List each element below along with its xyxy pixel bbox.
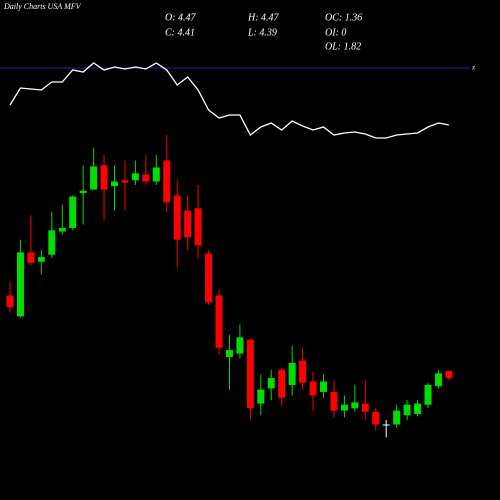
candle-body (100, 165, 108, 190)
candle-body (58, 227, 66, 232)
candle-body (278, 369, 286, 398)
info-text: L: 4.39 (247, 27, 277, 38)
candle-body (79, 190, 87, 194)
candle-body (225, 350, 233, 358)
candle-body (445, 371, 453, 378)
info-text: H: 4.47 (247, 12, 280, 23)
candle-body (205, 253, 213, 303)
candle-body (257, 389, 265, 404)
candle-body (351, 402, 359, 409)
candle-body (361, 403, 369, 412)
chart-title: Daily Charts USA MFV (3, 2, 82, 11)
candle-body (6, 295, 14, 308)
info-text: OC: 1.36 (325, 12, 362, 23)
candle-body (111, 181, 118, 187)
candle-body (299, 360, 307, 383)
candle-body (16, 252, 24, 317)
candle-body (37, 257, 45, 262)
candle-body (320, 381, 327, 392)
candle-body (142, 174, 150, 182)
candle-body (131, 173, 139, 181)
candle-body (163, 160, 171, 203)
candle-body (152, 167, 160, 182)
candle-body (309, 381, 317, 396)
candle-body (330, 391, 338, 411)
candle-body (434, 373, 442, 387)
candle-body (27, 252, 35, 263)
candle-body (372, 411, 380, 425)
overlay-line (9, 62, 450, 139)
candle-body (403, 404, 411, 416)
candle-body (414, 403, 422, 415)
info-text: C: 4.41 (165, 27, 195, 38)
candle-body (236, 337, 244, 354)
candle-body (393, 410, 401, 425)
candle-body (121, 180, 129, 183)
candle-body (382, 424, 390, 426)
reference-marker: x (471, 64, 476, 72)
candle-body (48, 230, 56, 255)
candle-body (194, 208, 202, 246)
info-text: OL: 1.82 (325, 41, 361, 52)
candle-body (90, 166, 98, 190)
candle-body (215, 295, 223, 348)
candle-body (267, 377, 275, 389)
info-text: O: 4.47 (165, 12, 197, 23)
candle-body (173, 195, 181, 240)
candle-body (340, 404, 348, 411)
info-text: OI: 0 (325, 27, 346, 38)
candle-body (69, 196, 77, 228)
candle-body (424, 384, 432, 405)
candle-body (184, 210, 192, 238)
candle-body (246, 339, 254, 409)
candle-body (288, 362, 296, 385)
